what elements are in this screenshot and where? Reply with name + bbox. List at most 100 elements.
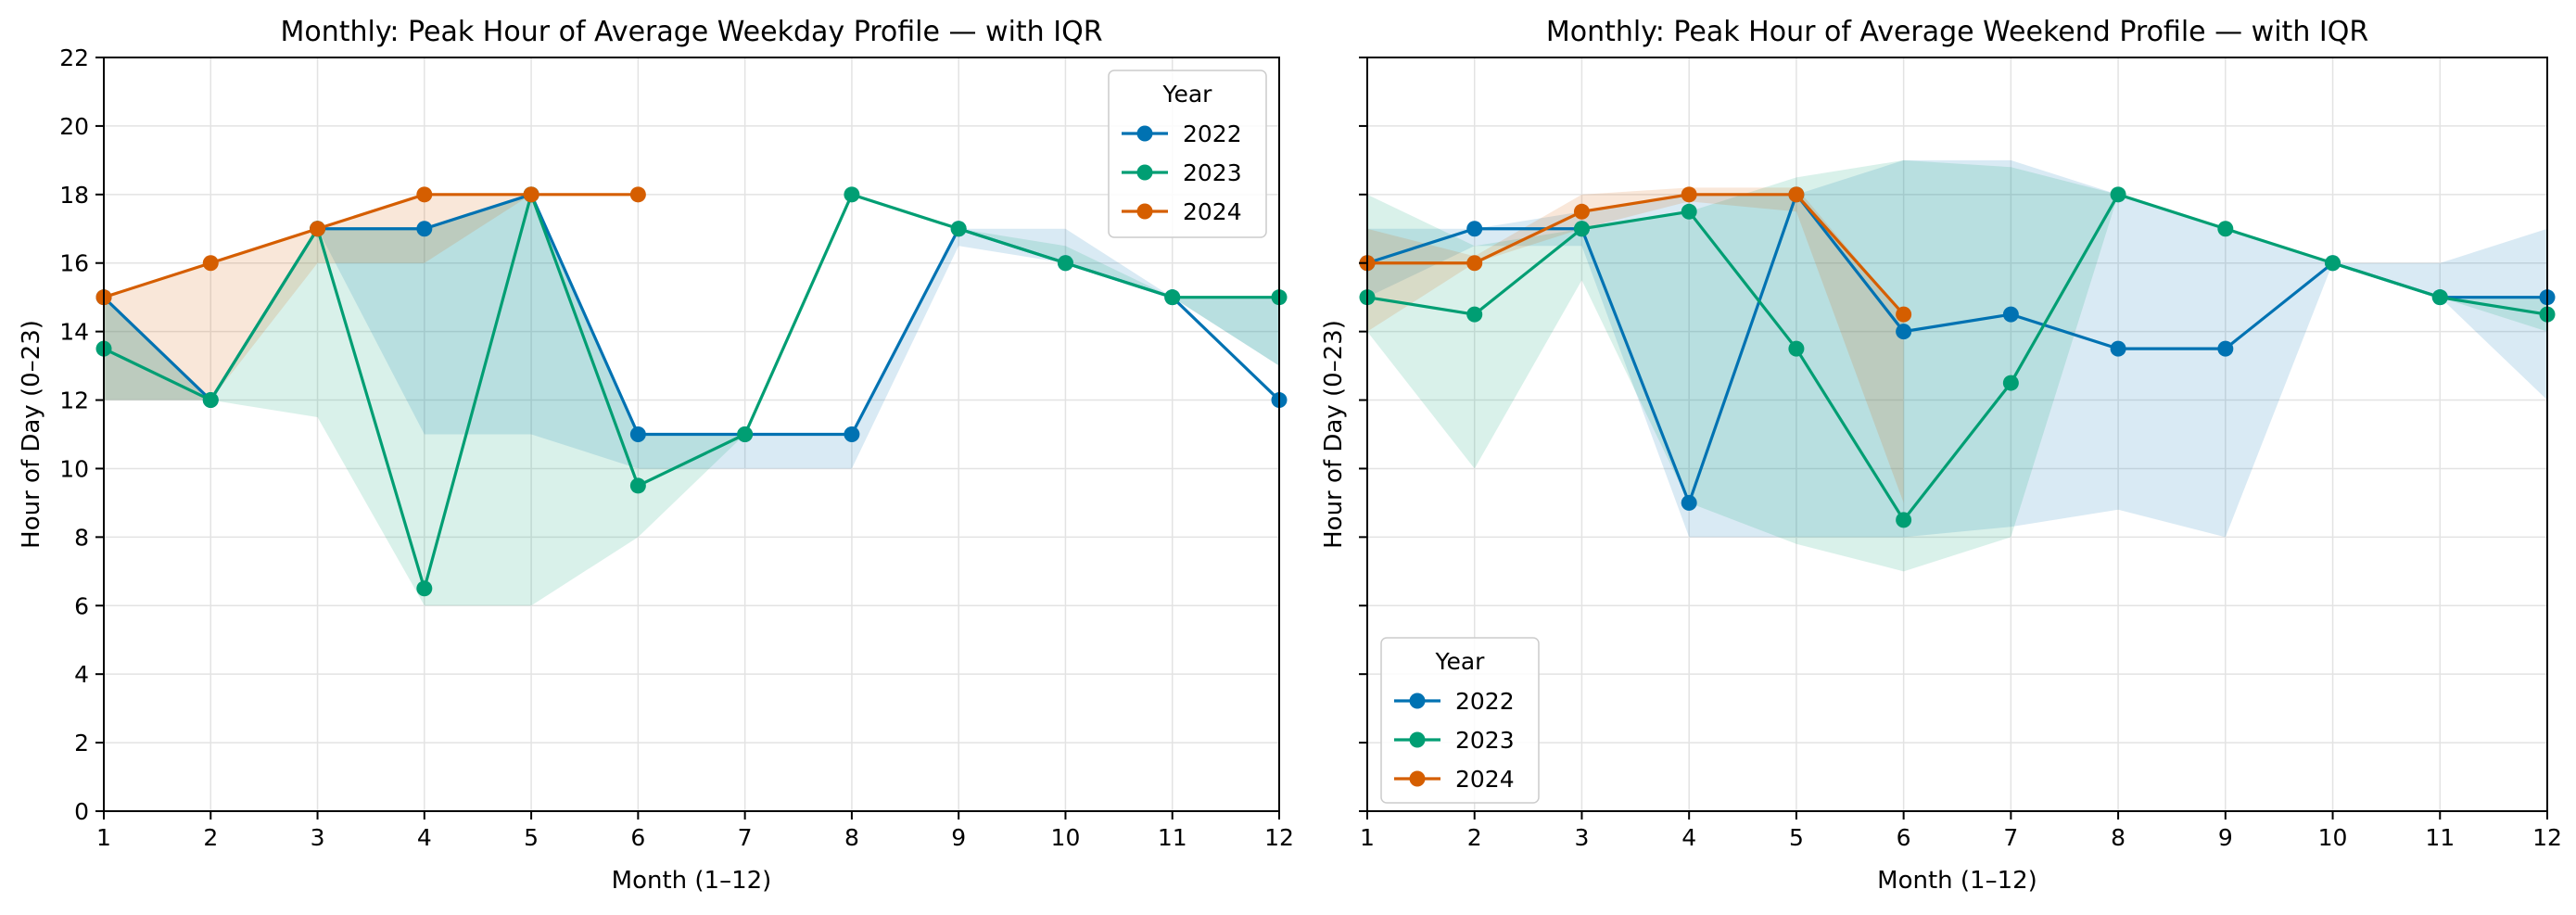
data-point-2023 [416,580,433,597]
x-tick-label: 9 [2218,824,2233,851]
data-point-2023 [737,426,754,442]
x-tick-label: 12 [1264,824,1294,851]
legend-swatch-marker [1136,203,1153,220]
x-tick-label: 2 [1467,824,1482,851]
data-point-2024 [310,221,326,237]
iqr-band-2024 [104,194,639,400]
legend-label: 2024 [1455,766,1515,793]
data-point-2023 [1164,289,1181,306]
data-point-2024 [1788,186,1805,203]
legend-item-2022: 2022 [1394,688,1515,715]
data-point-2023 [2217,221,2234,237]
x-tick-label: 4 [1681,824,1696,851]
chart-panel-1: 1 2 3 4 5 6 7 8 9 10 11 120246810121416182022Monthl… [18,16,1294,895]
data-point-2022 [844,426,860,442]
legend-swatch-marker [1136,164,1153,181]
y-axis-label: Hour of Day (0–23) [18,320,45,549]
x-axis-label: Month (1–12) [1877,867,2037,895]
data-point-2023 [2325,255,2341,272]
data-point-2023 [950,221,967,237]
x-tick-label: 4 [417,824,432,851]
legend-swatch-marker [1409,731,1426,748]
data-point-2023 [629,477,646,494]
x-tick-label: 1 [96,824,111,851]
series-2024 [1359,186,1912,323]
data-point-2024 [1466,255,1483,272]
data-point-2023 [1896,512,1912,528]
y-tick-label: 22 [59,44,89,71]
x-tick-label: 10 [1051,824,1081,851]
data-point-2024 [202,255,219,272]
x-tick-label: 3 [311,824,325,851]
x-tick-label: 9 [951,824,966,851]
x-axis: 1 2 3 4 5 6 7 8 9 10 11 12 [1360,811,2562,851]
y-axis [1359,57,1367,812]
data-point-2024 [1573,203,1590,220]
data-point-2023 [844,186,860,203]
data-point-2024 [416,186,433,203]
legend-label: 2022 [1183,121,1242,147]
series-2023 [95,186,1288,597]
chart-title: Monthly: Peak Hour of Average Weekday Pr… [280,16,1102,48]
data-point-2023 [2002,375,2019,391]
legend-label: 2022 [1455,688,1515,715]
data-point-2023 [202,392,219,409]
legend-swatch-marker [1409,693,1426,709]
x-tick-label: 6 [1897,824,1911,851]
data-point-2023 [2431,289,2448,306]
data-point-2024 [523,186,539,203]
data-point-2024 [1681,186,1697,203]
iqr-band-2023 [1367,159,2547,572]
legend-label: 2023 [1183,159,1242,186]
iqr-bands [1367,159,2547,572]
legend-title: Year [1162,81,1213,108]
legend-item-2022: 2022 [1122,121,1242,147]
x-tick-label: 5 [1789,824,1804,851]
x-tick-label: 11 [1158,824,1187,851]
data-point-2022 [1896,324,1912,340]
series-2023 [1359,186,2556,528]
y-tick-label: 20 [59,113,89,140]
legend-item-2023: 2023 [1394,727,1515,754]
data-point-2023 [1057,255,1073,272]
x-axis-label: Month (1–12) [612,867,772,895]
series-line-2024 [103,193,639,299]
y-tick-label: 2 [74,730,89,756]
legend-swatch-marker [1409,770,1426,787]
data-point-2022 [2217,340,2234,357]
series-line-2024 [1367,193,1905,316]
data-point-2022 [2002,306,2019,323]
iqr-band-2022 [1367,159,2547,538]
y-tick-label: 6 [74,592,89,619]
y-tick-label: 16 [59,250,89,277]
y-tick-label: 18 [59,182,89,209]
data-point-2023 [1573,221,1590,237]
axes-frame [103,57,1280,812]
legend-swatch-marker [1136,125,1153,142]
x-tick-label: 6 [630,824,645,851]
y-axis-label: Hour of Day (0–23) [1320,320,1348,549]
series-2024 [95,186,646,306]
legend-box [1108,70,1267,238]
x-tick-label: 11 [2425,824,2455,851]
axes-frame [1366,57,2548,812]
data-point-2022 [416,221,433,237]
legend-item-2024: 2024 [1394,766,1515,793]
y-tick-label: 0 [74,798,89,825]
x-tick-label: 12 [2532,824,2562,851]
legend-label: 2023 [1455,727,1515,754]
x-tick-label: 5 [524,824,539,851]
data-point-2022 [1466,221,1483,237]
x-tick-label: 2 [203,824,218,851]
chart-title: Monthly: Peak Hour of Average Weekend Pr… [1546,16,2368,48]
data-point-2024 [1896,306,1912,323]
x-tick-label: 7 [2003,824,2018,851]
legend-box [1380,637,1540,804]
legend-title: Year [1435,648,1486,675]
legend-item-2024: 2024 [1122,198,1242,225]
x-tick-label: 7 [738,824,753,851]
x-tick-label: 1 [1360,824,1375,851]
x-axis: 1 2 3 4 5 6 7 8 9 10 11 12 [96,811,1294,851]
